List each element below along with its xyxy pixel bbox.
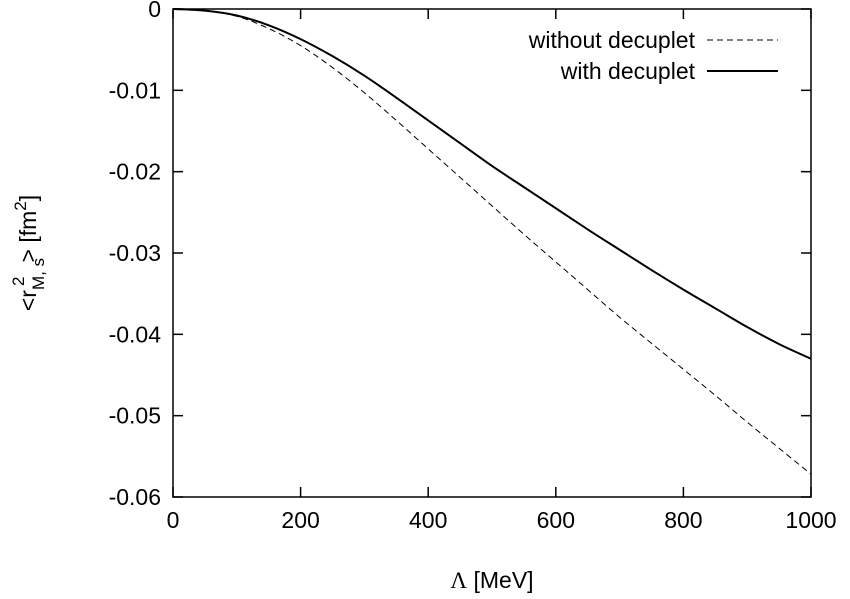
- y-label-close: > [fm: [15, 211, 41, 263]
- y-label-superscript: 2: [9, 276, 28, 285]
- x-tick-label: 1000: [785, 507, 836, 533]
- y-tick-label: -0.04: [109, 321, 162, 347]
- y-tick-label: -0.03: [109, 240, 161, 266]
- plot-frame: [172, 8, 812, 498]
- x-tick-label: 600: [537, 507, 575, 533]
- y-label-open: <r: [15, 290, 41, 311]
- x-tick-label: 400: [409, 507, 447, 533]
- y-tick-label: -0.02: [109, 159, 161, 185]
- legend-label-with-decuplet: with decuplet: [560, 58, 696, 84]
- legend: without decuplet with decuplet: [528, 27, 778, 84]
- x-tick-label: 800: [664, 507, 702, 533]
- y-tick-label: 0: [148, 0, 161, 22]
- y-tick-label: -0.06: [109, 484, 161, 510]
- x-axis-unit: [MeV]: [467, 567, 533, 593]
- tick-labels-layer: 0 200 400 600 800 1000 0 -0.01 -0.02 -0.03 -0.04 -0…: [109, 0, 837, 533]
- x-axis-title: Λ [MeV]: [450, 567, 533, 593]
- legend-label-without-decuplet: without decuplet: [528, 27, 696, 53]
- series-layer: [172, 8, 812, 475]
- y-axis-title: <rM, s2> [fm2]: [9, 195, 48, 311]
- ticks-layer: [172, 8, 812, 498]
- x-axis-symbol: Λ: [450, 568, 467, 593]
- y-label-unit-close: ]: [15, 195, 41, 201]
- y-axis-title-text: <rM, s2> [fm2]: [9, 195, 48, 311]
- series-line-with-decuplet: [172, 8, 812, 360]
- x-tick-label: 0: [167, 507, 180, 533]
- series-line-without-decuplet: [172, 8, 812, 475]
- y-tick-label: -0.01: [109, 77, 161, 103]
- y-label-unit-superscript: 2: [11, 201, 30, 210]
- y-label-subscript: M, s: [29, 258, 48, 290]
- x-tick-label: 200: [281, 507, 319, 533]
- y-tick-label: -0.05: [109, 403, 161, 429]
